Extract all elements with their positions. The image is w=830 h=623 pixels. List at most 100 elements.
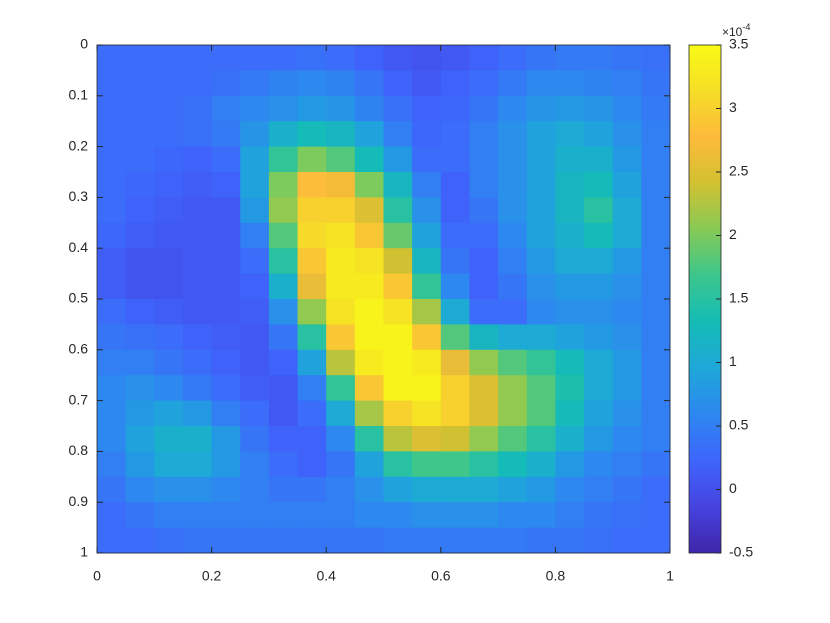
heat-cell [297,95,327,122]
heat-cell [612,299,642,325]
heat-cell [125,222,155,249]
heat-cell [211,299,241,325]
heat-cell [555,299,585,325]
heat-cell [240,70,270,97]
heat-cell [268,172,299,198]
heat-cell [584,197,614,224]
heat-cell [354,273,384,300]
heat-cell [440,222,470,249]
heat-cell [97,502,127,529]
heat-cell [641,222,671,249]
heat-cell [412,146,442,173]
heat-cell [326,95,356,122]
heat-cell [555,172,585,198]
heat-cell [641,172,671,198]
y-tick-label: 0.5 [69,290,89,306]
heat-cell [326,273,356,300]
heat-cell [97,197,127,224]
heat-cell [641,248,671,275]
heat-cell [182,324,213,351]
heat-cell [498,527,528,554]
y-tick-label: 0 [80,36,88,52]
heat-cell [240,349,270,376]
heat-cell [97,527,127,554]
heat-cell [584,375,614,402]
heat-cell [154,45,184,71]
heat-cell [412,375,442,402]
colorbar-tick-label: 1.5 [729,290,749,306]
heat-cell [326,45,356,71]
heat-cell [182,476,213,503]
heat-cell [97,70,127,97]
heat-cell [641,426,671,452]
colorbar-tick-label: 0 [729,480,737,496]
heat-cell [555,451,585,478]
heat-cell [125,197,155,224]
heat-cell [469,70,499,97]
heat-cell [440,426,470,452]
x-tick-label: 0.8 [546,568,566,584]
heat-cell [412,324,442,351]
heat-cell [526,527,556,554]
heat-cell [97,324,127,351]
heat-cell [641,324,671,351]
heat-cell [211,222,241,249]
heat-cell [584,95,614,122]
heat-cell [182,299,213,325]
heat-cell [612,502,642,529]
heat-cell [240,426,270,452]
heat-cell [612,451,642,478]
heat-cell [383,299,413,325]
heat-cell [268,45,299,71]
heat-cell [612,426,642,452]
heat-cell [612,476,642,503]
heat-cell [154,502,184,529]
heat-cell [412,527,442,554]
heat-cell [97,375,127,402]
heat-cell [584,121,614,148]
heat-cell [555,324,585,351]
heat-cell [641,197,671,224]
colorbar-tick-label: -0.5 [729,544,753,560]
heat-cell [297,426,327,452]
heat-cell [154,248,184,275]
y-tick-label: 0.7 [69,391,89,407]
heat-cell [154,121,184,148]
heat-cell [641,451,671,478]
heat-cell [469,197,499,224]
heat-cell [211,527,241,554]
heat-cell [584,172,614,198]
heat-cell [182,349,213,376]
heat-cell [354,70,384,97]
heat-cell [526,426,556,452]
heat-cell [440,451,470,478]
heat-cell [469,121,499,148]
heat-cell [125,146,155,173]
heat-cell [240,502,270,529]
heat-cell [469,502,499,529]
heat-cell [612,95,642,122]
heat-cell [641,146,671,173]
heat-cell [297,324,327,351]
heat-cell [383,426,413,452]
heat-cell [125,502,155,529]
heat-cell [469,349,499,376]
heat-cell [211,375,241,402]
heat-cell [555,146,585,173]
heat-cell [498,502,528,529]
x-tick-label: 0 [93,568,101,584]
heat-cell [211,476,241,503]
heat-cell [211,121,241,148]
heat-cell [240,451,270,478]
heat-cell [555,70,585,97]
heat-cell [240,299,270,325]
heat-cell [268,375,299,402]
heat-cell [412,95,442,122]
heat-cell [469,527,499,554]
colorbar-tick-label: 3.5 [729,36,749,52]
heat-cell [240,527,270,554]
heat-cell [354,400,384,427]
heat-cell [268,248,299,275]
heat-cell [297,375,327,402]
heat-cell [584,70,614,97]
